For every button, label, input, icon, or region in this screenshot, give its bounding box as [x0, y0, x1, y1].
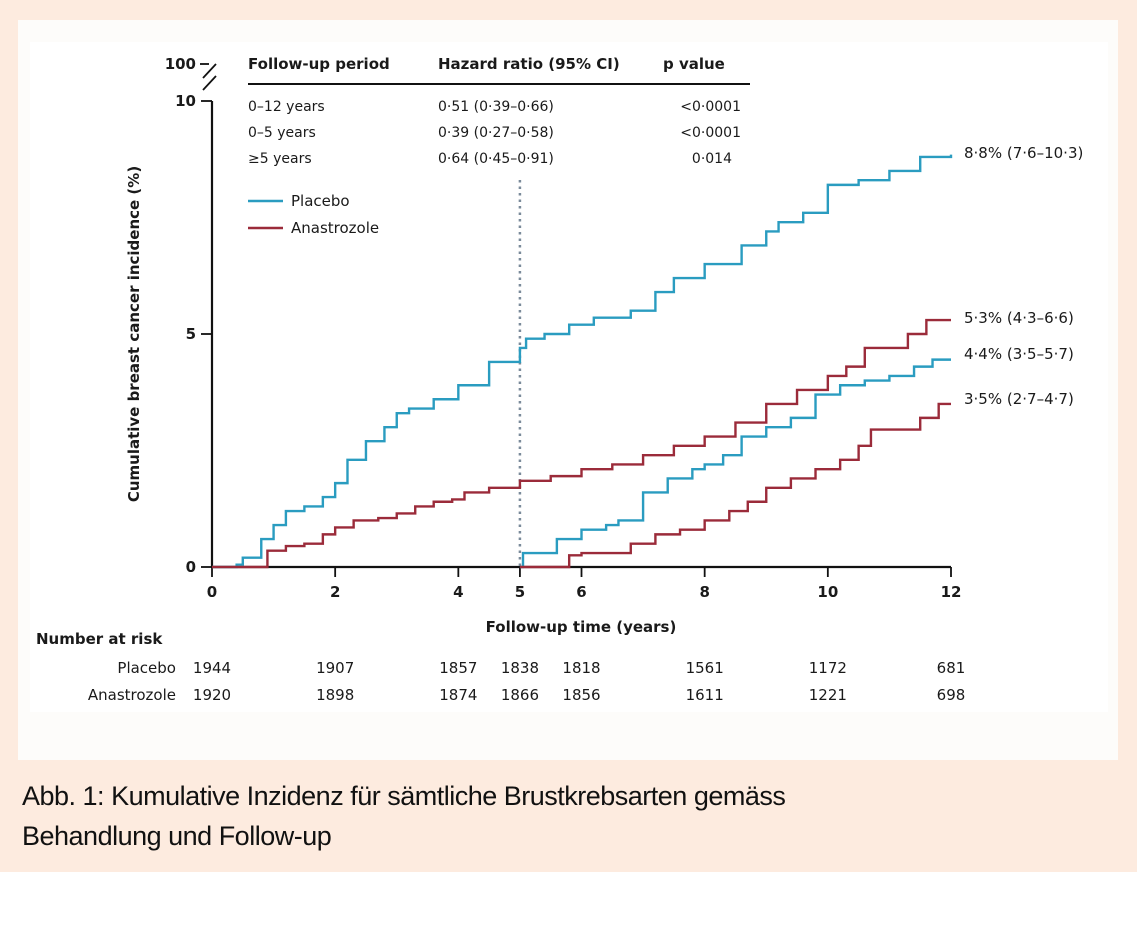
end-label: 8·8% (7·6–10·3) — [964, 144, 1083, 162]
hazard-ratio-table: Follow-up period Hazard ratio (95% CI) p… — [248, 55, 750, 167]
series-line-anastrozole-full — [212, 318, 951, 569]
end-label: 3·5% (2·7–4·7) — [964, 390, 1074, 408]
risk-value: 1856 — [562, 686, 600, 704]
risk-value: 681 — [937, 659, 966, 677]
x-ticks: 0 2 4 5 6 8 10 12 — [207, 567, 962, 601]
x-tick-label: 5 — [515, 583, 525, 601]
risk-value: 1898 — [316, 686, 354, 704]
x-tick-label: 10 — [817, 583, 838, 601]
risk-value: 1611 — [686, 686, 724, 704]
risk-value: 1944 — [193, 659, 231, 677]
series-group — [212, 154, 953, 569]
hr-header-ratio: Hazard ratio (95% CI) — [438, 55, 620, 73]
risk-row-label-anastrozole: Anastrozole — [88, 686, 176, 704]
hr-header-pvalue: p value — [663, 55, 725, 73]
risk-value: 698 — [937, 686, 966, 704]
series-line-placebo-full — [212, 154, 953, 569]
x-tick-label: 6 — [576, 583, 586, 601]
hr-row-pvalue: <0·0001 — [680, 125, 741, 141]
survival-chart: 100 0 5 10 0 2 4 5 6 8 10 12 Cumulative breast ca… — [36, 55, 1083, 704]
risk-value: 1857 — [439, 659, 477, 677]
series-line-anastrozole-after-5y — [519, 402, 951, 569]
risk-table-title: Number at risk — [36, 630, 163, 648]
y-tick-label: 5 — [186, 325, 196, 343]
risk-value: 1221 — [809, 686, 847, 704]
risk-value: 1172 — [809, 659, 847, 677]
x-tick-label: 0 — [207, 583, 217, 601]
hr-row-period: ≥5 years — [248, 151, 312, 167]
x-tick-label: 4 — [453, 583, 463, 601]
risk-row-label-placebo: Placebo — [117, 659, 176, 677]
end-labels: 8·8% (7·6–10·3) 5·3% (4·3–6·6) 4·4% (3·5–5… — [964, 144, 1083, 408]
number-at-risk-table: Number at risk Placebo Anastrozole 1944 1… — [36, 630, 965, 704]
y-tick-label: 0 — [186, 558, 196, 576]
risk-value: 1920 — [193, 686, 231, 704]
hr-row-ratio: 0·51 (0·39–0·66) — [438, 99, 554, 115]
hr-row-ratio: 0·64 (0·45–0·91) — [438, 151, 554, 167]
y-tick-label: 10 — [175, 92, 196, 110]
risk-values: 1944 1907 1857 1838 1818 1561 1172 681 1920 1898 1… — [193, 659, 965, 704]
y-axis-title: Cumulative breast cancer incidence (%) — [125, 166, 143, 502]
x-tick-label: 8 — [699, 583, 709, 601]
hr-header-period: Follow-up period — [248, 55, 390, 73]
hr-row-ratio: 0·39 (0·27–0·58) — [438, 125, 554, 141]
y-axis-break-upper — [202, 63, 217, 79]
plot-background — [30, 42, 1108, 712]
risk-value: 1866 — [501, 686, 539, 704]
y-ticks: 0 5 10 — [175, 92, 212, 576]
risk-value: 1874 — [439, 686, 477, 704]
risk-value: 1561 — [686, 659, 724, 677]
risk-value: 1907 — [316, 659, 354, 677]
caption-line-1: Abb. 1: Kumulative Inzidenz für sämtlich… — [22, 781, 786, 811]
y-axis-break-lower — [202, 75, 217, 91]
legend-label-placebo: Placebo — [291, 192, 350, 210]
y-break-label: 100 — [165, 55, 196, 73]
x-axis-title: Follow-up time (years) — [486, 618, 677, 636]
risk-value: 1818 — [562, 659, 600, 677]
hr-row-period: 0–12 years — [248, 99, 325, 115]
hr-row-pvalue: <0·0001 — [680, 99, 741, 115]
series-line-placebo-after-5y — [519, 358, 951, 569]
x-tick-label: 12 — [941, 583, 962, 601]
figure-caption: Abb. 1: Kumulative Inzidenz für sämtlich… — [22, 776, 1122, 856]
risk-value: 1838 — [501, 659, 539, 677]
hr-row-period: 0–5 years — [248, 125, 316, 141]
legend: Placebo Anastrozole — [248, 192, 379, 237]
hr-row-pvalue: 0·014 — [692, 151, 732, 167]
legend-label-anastrozole: Anastrozole — [291, 219, 379, 237]
caption-line-2: Behandlung und Follow-up — [22, 821, 332, 851]
end-label: 5·3% (4·3–6·6) — [964, 309, 1074, 327]
x-tick-label: 2 — [330, 583, 340, 601]
end-label: 4·4% (3·5–5·7) — [964, 345, 1074, 363]
